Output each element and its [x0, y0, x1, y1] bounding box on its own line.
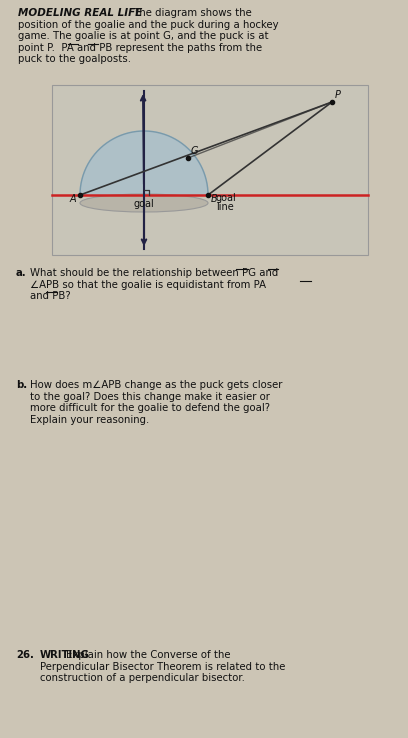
- Text: and PB?: and PB?: [30, 291, 71, 301]
- Text: position of the goalie and the puck during a hockey: position of the goalie and the puck duri…: [18, 19, 279, 30]
- Text: point P.  PA and PB represent the paths from the: point P. PA and PB represent the paths f…: [18, 43, 262, 52]
- Text: A: A: [70, 194, 77, 204]
- Text: Explain your reasoning.: Explain your reasoning.: [30, 415, 149, 424]
- Text: ∠APB so that the goalie is equidistant from PA: ∠APB so that the goalie is equidistant f…: [30, 280, 266, 289]
- Text: P: P: [335, 90, 341, 100]
- Text: more difficult for the goalie to defend the goal?: more difficult for the goalie to defend …: [30, 403, 270, 413]
- Text: The diagram shows the: The diagram shows the: [130, 8, 252, 18]
- Text: construction of a perpendicular bisector.: construction of a perpendicular bisector…: [40, 673, 245, 683]
- Text: goal: goal: [216, 193, 237, 203]
- Ellipse shape: [80, 194, 208, 212]
- Text: Perpendicular Bisector Theorem is related to the: Perpendicular Bisector Theorem is relate…: [40, 661, 285, 672]
- Text: Explain how the Converse of the: Explain how the Converse of the: [40, 650, 231, 660]
- Polygon shape: [80, 131, 208, 195]
- Text: How does m∠APB change as the puck gets closer: How does m∠APB change as the puck gets c…: [30, 380, 282, 390]
- Text: b.: b.: [16, 380, 27, 390]
- Text: G: G: [191, 146, 199, 156]
- Text: to the goal? Does this change make it easier or: to the goal? Does this change make it ea…: [30, 391, 270, 401]
- Text: What should be the relationship between PG and: What should be the relationship between …: [30, 268, 278, 278]
- Bar: [52, 85, 368, 255]
- Text: B: B: [211, 194, 218, 204]
- Text: line: line: [216, 202, 234, 212]
- Text: 26.: 26.: [16, 650, 34, 660]
- Text: MODELING REAL LIFE: MODELING REAL LIFE: [18, 8, 142, 18]
- Text: puck to the goalposts.: puck to the goalposts.: [18, 54, 131, 64]
- Text: game. The goalie is at point G, and the puck is at: game. The goalie is at point G, and the …: [18, 31, 268, 41]
- Text: goal: goal: [134, 199, 154, 209]
- Text: WRITING: WRITING: [40, 650, 90, 660]
- Text: a.: a.: [16, 268, 27, 278]
